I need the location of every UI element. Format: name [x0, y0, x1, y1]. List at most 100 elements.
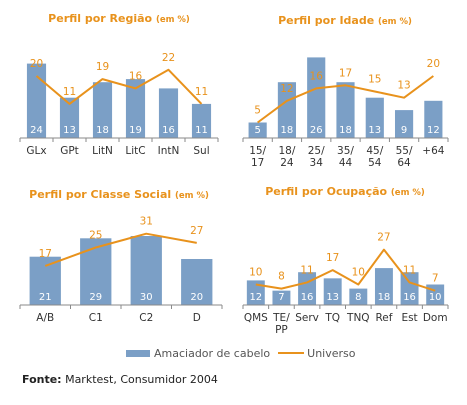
x-tick-label: C2 — [139, 312, 153, 324]
chart-title: Perfil por Classe Social (em %) — [29, 188, 209, 201]
bar — [323, 278, 342, 305]
legend-line-label: Universo — [307, 346, 356, 360]
bar-value-label: 18 — [96, 125, 109, 136]
x-tick-label: 35/44 — [337, 145, 354, 169]
chart-panel-3: Perfil por Classe Social (em %) 21 29 30 20 A… — [19, 188, 223, 324]
x-tick-label-line: LitN — [92, 145, 113, 157]
line-value-label: 20 — [427, 58, 440, 70]
bar — [365, 97, 384, 138]
x-tick-label: Est — [401, 312, 417, 324]
bar — [246, 280, 265, 305]
line-value-label: 7 — [432, 273, 439, 285]
bar-value-label: 18 — [281, 125, 294, 136]
bar — [400, 272, 419, 305]
x-tick-label: 15/17 — [249, 145, 266, 169]
bar-value-label: 20 — [190, 292, 203, 303]
x-tick-label-line: C1 — [89, 312, 103, 324]
legend-bar-swatch — [126, 349, 150, 357]
x-tick-label-line: 64 — [397, 157, 411, 169]
bar-value-label: 12 — [249, 292, 262, 303]
line-value-label: 10 — [352, 267, 365, 279]
bar-value-label: 16 — [301, 292, 314, 303]
x-tick-label-line: +64 — [422, 145, 444, 157]
x-tick-label-line: A/B — [36, 312, 54, 324]
line-value-label: 16 — [310, 70, 324, 82]
bar — [26, 63, 47, 138]
x-tick-label-line: Est — [401, 312, 417, 324]
x-tick-label: TQ — [324, 312, 340, 324]
x-tick-label-line: QMS — [244, 312, 268, 324]
x-tick-label-line: TE/ — [272, 312, 290, 324]
x-tick-label: LitN — [92, 145, 113, 157]
bar — [158, 88, 179, 138]
line-value-label: 19 — [96, 61, 109, 73]
x-tick-label: +64 — [422, 145, 444, 157]
bar-value-label: 12 — [427, 125, 440, 136]
bar — [181, 259, 213, 305]
line-value-label: 27 — [190, 225, 203, 237]
chart-title: Perfil por Região (em %) — [48, 12, 190, 25]
line-value-label: 5 — [254, 105, 261, 117]
bar-value-label: 26 — [310, 125, 323, 136]
x-tick-label-line: 24 — [280, 157, 294, 169]
bar-value-label: 10 — [429, 292, 442, 303]
x-tick-label: Ref — [375, 312, 392, 324]
series-line-universo — [257, 75, 434, 124]
chart-panel-1: Perfil por Região (em %) 24 13 18 19 16 11 GLx G… — [19, 12, 219, 157]
line-value-label: 25 — [89, 230, 102, 242]
bar-value-label: 11 — [195, 125, 208, 136]
x-tick-label-line: 34 — [310, 157, 324, 169]
line-value-label: 17 — [39, 248, 52, 260]
x-tick-label: GPt — [60, 145, 79, 157]
bar-value-label: 9 — [401, 125, 407, 136]
x-tick-label-line: Dom — [423, 312, 448, 324]
line-value-label: 11 — [63, 86, 76, 98]
chart-title-text: Perfil por Idade — [278, 14, 378, 27]
bar-value-label: 18 — [378, 292, 391, 303]
x-tick-label-line: 17 — [251, 157, 264, 169]
bar-value-label: 21 — [39, 292, 52, 303]
x-tick-label-line: 35/ — [337, 145, 354, 157]
x-tick-label-line: 18/ — [278, 145, 295, 157]
x-tick-label: QMS — [244, 312, 268, 324]
x-tick-label-line: 15/ — [249, 145, 266, 157]
bar-value-label: 24 — [30, 125, 43, 136]
x-tick-label: C1 — [89, 312, 103, 324]
x-tick-label: GLx — [26, 145, 46, 157]
chart-title-text: Perfil por Ocupação — [265, 185, 391, 198]
line-value-label: 11 — [300, 264, 313, 276]
source-note: Fonte: Marktest, Consumidor 2004 — [22, 373, 218, 386]
bar-value-label: 13 — [63, 125, 76, 136]
line-value-label: 11 — [403, 264, 416, 276]
source-prefix: Fonte: — [22, 373, 62, 386]
x-tick-label-line: 45/ — [366, 145, 383, 157]
chart-title-unit: (em %) — [378, 17, 412, 27]
chart-title-text: Perfil por Classe Social — [29, 188, 175, 201]
x-tick-label: LitC — [125, 145, 145, 157]
legend-bar-label: Amaciador de cabelo — [154, 346, 271, 360]
chart-panel-4: Perfil por Ocupação (em %) 12 7 16 13 8 18 16 10… — [242, 185, 449, 336]
bar — [29, 256, 61, 305]
line-value-label: 20 — [30, 58, 43, 70]
source-text: Marktest, Consumidor 2004 — [65, 373, 218, 386]
x-tick-label-line: GLx — [26, 145, 46, 157]
x-tick-label-line: GPt — [60, 145, 79, 157]
line-value-label: 16 — [129, 70, 143, 82]
x-tick-label-line: IntN — [158, 145, 180, 157]
line-value-label: 22 — [162, 52, 175, 64]
x-tick-label-line: Ref — [375, 312, 392, 324]
x-tick-label: A/B — [36, 312, 54, 324]
line-value-label: 15 — [368, 74, 381, 86]
x-tick-label-line: LitC — [125, 145, 145, 157]
bar — [272, 290, 291, 305]
x-tick-label: D — [193, 312, 201, 324]
bar — [80, 238, 112, 305]
bar-value-label: 13 — [326, 292, 339, 303]
x-tick-label: 45/54 — [366, 145, 383, 169]
bar — [125, 79, 146, 138]
legend-line-swatch — [278, 352, 305, 354]
bar-value-label: 13 — [368, 125, 381, 136]
x-tick-label: Sul — [193, 145, 209, 157]
chart-title-text: Perfil por Região — [48, 12, 156, 25]
